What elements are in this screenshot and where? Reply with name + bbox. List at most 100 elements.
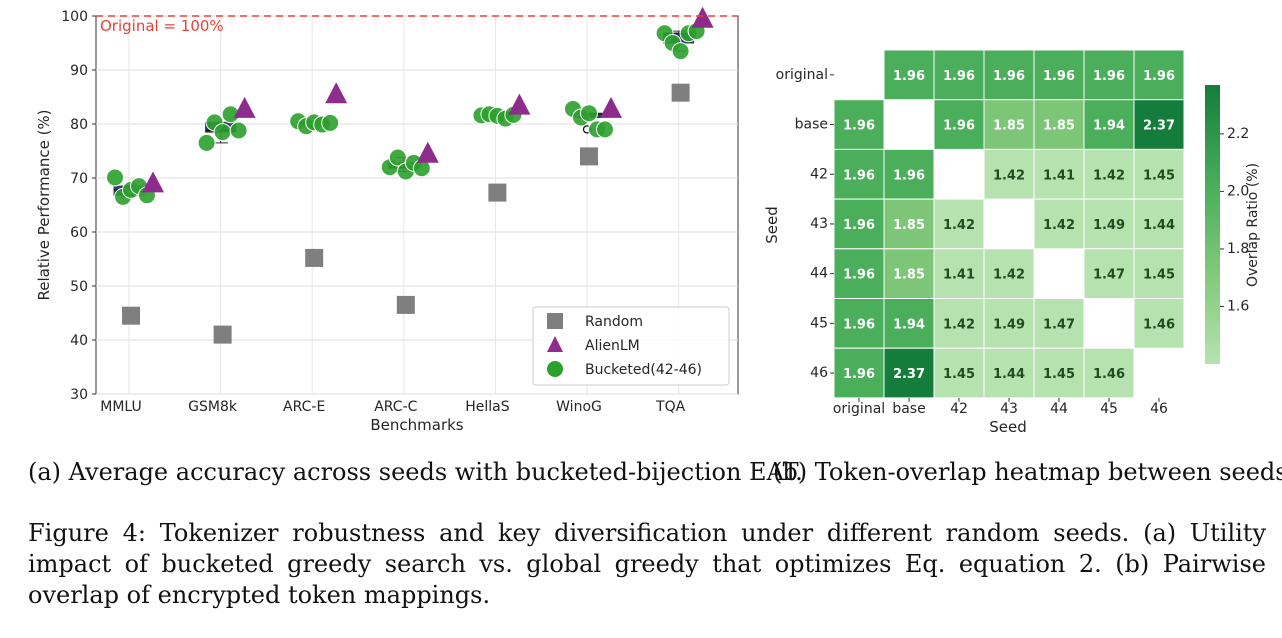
legend-label: Random [585,314,643,330]
row-label: 44 [810,266,828,282]
heatmap-cell-value: 1.42 [1043,218,1075,233]
figure-canvas: Original = 100% 30 40 50 60 70 80 90 100 MMLU GSM… [35,6,1261,436]
heatmap-cell-value: 1.96 [893,168,925,183]
heatmap-cell [883,49,935,101]
col-label: 43 [1000,401,1018,417]
heatmap-cells: 1.96 1.96 1.96 1.96 1.96 1.96 1.96 1.96 1.85 1.85… [833,49,1185,399]
figure-caption: Figure 4: Tokenizer robustness and key d… [28,519,1266,609]
heatmap-cell-value: 1.85 [893,268,925,283]
heatmap-cell-value: 1.41 [1043,168,1075,183]
bucketed-marker [596,120,614,139]
heatmap-cell-value: 1.47 [1043,317,1075,332]
heatmap-cell [883,347,935,399]
heatmap-cell-value: 1.45 [1143,268,1175,283]
heatmap-cell [833,347,885,399]
heatmap-cell [1083,148,1135,200]
bucketed-marker [106,168,124,187]
bucketed-marker [197,133,216,152]
x-tick-label: GSM8k [188,399,238,415]
legend-box [532,306,730,386]
alienlm-marker [416,141,439,163]
heatmap-cell-value: 1.96 [843,367,875,382]
colorbar-gradient [1205,85,1220,364]
heatmap-cell-value: 1.42 [943,218,975,233]
col-label: 44 [1050,401,1068,417]
heatmap-ticks: original base 42 43 44 45 46 original base 42 43 44… [776,67,1168,417]
heatmap-cell-value: 1.96 [1093,69,1125,84]
heatmap-cell-value: 1.94 [1093,119,1125,134]
heatmap-cell-value: 1.46 [1093,367,1125,382]
col-label: 42 [950,401,968,417]
alienlm-marker [600,96,622,118]
heatmap-cell [1083,49,1135,101]
bucketed-marker [213,123,232,142]
random-marker [671,83,690,102]
heatmap-cell-value: 1.42 [943,317,975,332]
bucketed-marker [671,42,690,61]
y-tick-label: 100 [61,9,88,25]
reference-label: Original = 100% [100,17,224,35]
colorbar-tick-label: 2.2 [1227,126,1249,142]
heatmap-cell-value: 1.45 [1143,168,1175,183]
col-label: base [892,401,925,417]
bucketed-marker [229,121,248,140]
x-tick-label: ARC-E [283,399,325,415]
colorbar-tick-label: 1.8 [1227,241,1249,257]
heatmap-cell-value: 1.47 [1093,268,1125,283]
x-tick-label: TQA [655,399,686,415]
heatmap-cell [1033,99,1085,150]
row-label: original [776,67,828,83]
col-label: 45 [1100,401,1118,417]
heatmap-cell-value: 1.96 [943,69,975,84]
y-tick-label: 50 [70,279,88,295]
grid [96,15,738,395]
heatmap-cell [833,248,885,300]
random-marker [396,295,415,314]
heatmap-cell-value: 1.44 [993,367,1025,382]
heatmap-cell [1133,148,1185,200]
heatmap-cell-value: 2.37 [893,367,925,382]
bucketed-marker [388,148,407,167]
heatmap-cell-value: 1.96 [843,317,875,332]
row-label: 46 [810,365,828,381]
y-tick-label: 70 [70,171,88,187]
heatmap-cell-value: 1.94 [893,317,925,332]
heatmap-cell-value: 1.44 [1143,218,1175,233]
alienlm-marker [142,171,164,193]
alienlm-marker [325,82,348,104]
heatmap-cell-value: 1.42 [1093,168,1125,183]
random-marker [488,183,507,202]
alienlm-marker [508,93,531,115]
heatmap-cell-value: 1.96 [943,119,975,134]
heatmap-cell [1033,298,1085,349]
heatmap-cell-value: 1.96 [843,119,875,134]
heatmap-cell-value: 1.96 [1043,69,1075,84]
y-tick-label: 40 [70,333,88,349]
colorbar-tick-label: 1.6 [1227,298,1249,314]
heatmap-cell-value: 1.46 [1143,317,1175,332]
heatmap-cell-value: 1.41 [943,268,975,283]
heatmap-cell-value: 1.49 [993,317,1025,332]
alienlm-marker [233,96,256,118]
alienlm-marker [691,6,714,28]
legend-circle [547,361,563,377]
heatmap-cell-value: 1.96 [1143,69,1175,84]
heatmap-cell [1033,347,1085,399]
heatmap-cell [1133,198,1185,250]
y-tick-label: 90 [70,63,88,79]
random-marker [213,325,232,344]
reference-line: Original = 100% [96,15,738,35]
heatmap-cell-value: 1.96 [843,218,875,233]
legend-square [547,313,563,329]
heatmap-cell-value: 1.85 [993,119,1025,134]
row-label: 42 [810,166,828,182]
axes: 30 40 50 60 70 80 90 100 MMLU GSM8k ARC-E ARC-C Hell… [61,9,685,415]
heatmap-cell-value: 1.42 [993,168,1025,183]
heatmap-cell [883,148,935,200]
col-label: 46 [1150,401,1168,417]
heatmap-cell [1083,347,1135,399]
random-marker [580,147,598,166]
heatmap-cell [1083,198,1135,250]
heatmap-cell-value: 1.96 [843,168,875,183]
random-marker [305,248,324,267]
